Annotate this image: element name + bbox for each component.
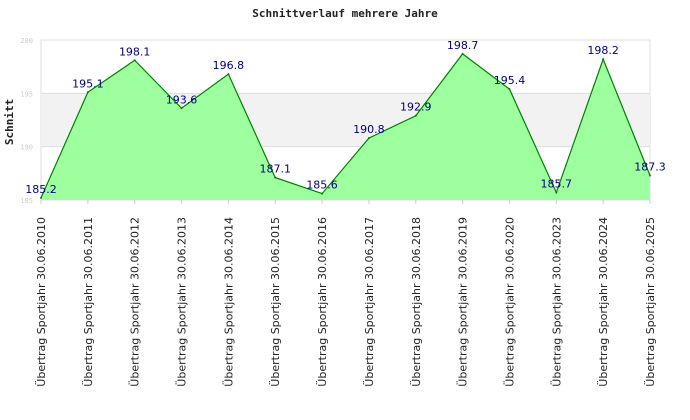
data-point (649, 174, 651, 177)
data-point (461, 52, 464, 55)
x-tick-label: Übertrag Sportjahr 30.06.2025 (644, 217, 657, 387)
x-tick-label: Übertrag Sportjahr 30.06.2020 (503, 217, 516, 387)
data-point (133, 59, 136, 62)
x-tick-label: Übertrag Sportjahr 30.06.2024 (597, 217, 610, 387)
x-tick-label: Übertrag Sportjahr 30.06.2012 (129, 217, 142, 387)
x-tick-label: Übertrag Sportjahr 30.06.2018 (410, 217, 423, 387)
data-point (367, 137, 370, 140)
data-label: 185.2 (25, 183, 57, 196)
data-label: 195.1 (72, 77, 104, 90)
data-label: 192.9 (400, 101, 432, 114)
data-point (555, 191, 558, 194)
y-tick-label: 185 (20, 197, 33, 205)
x-tick-label: Übertrag Sportjahr 30.06.2014 (222, 217, 235, 387)
chart-title: Schnittverlauf mehrere Jahre (252, 7, 438, 20)
y-tick-label: 200 (20, 37, 33, 45)
x-tick-label: Übertrag Sportjahr 30.06.2019 (457, 217, 470, 387)
data-point (602, 58, 605, 61)
data-label: 187.3 (634, 160, 666, 173)
y-tick-label: 190 (20, 144, 33, 152)
data-label: 185.7 (541, 178, 573, 191)
area-fill (41, 53, 650, 200)
data-point (86, 91, 89, 94)
x-tick-label: Übertrag Sportjahr 30.06.2016 (316, 217, 329, 387)
data-point (180, 107, 183, 110)
x-tick-label: Übertrag Sportjahr 30.06.2023 (550, 217, 563, 387)
y-tick-label: 195 (20, 90, 33, 98)
data-label: 196.8 (213, 59, 245, 72)
data-label: 198.2 (587, 44, 619, 57)
data-label: 187.1 (259, 163, 291, 176)
data-label: 185.6 (306, 179, 338, 192)
data-label: 198.7 (447, 39, 479, 52)
x-tick-label: Übertrag Sportjahr 30.06.2015 (269, 217, 282, 387)
data-point (40, 196, 42, 199)
x-tick-label: Übertrag Sportjahr 30.06.2010 (35, 217, 48, 387)
data-label: 198.1 (119, 45, 151, 58)
x-tick-label: Übertrag Sportjahr 30.06.2013 (176, 217, 189, 387)
data-label: 190.8 (353, 123, 385, 136)
data-label: 195.4 (494, 74, 526, 87)
data-point (227, 73, 230, 76)
x-tick-label: Übertrag Sportjahr 30.06.2011 (82, 217, 95, 387)
data-point (321, 192, 324, 195)
y-axis-label: Schnitt (3, 99, 16, 145)
x-tick-label: Übertrag Sportjahr 30.06.2017 (363, 217, 376, 387)
data-point (414, 114, 417, 117)
series-line (40, 53, 651, 199)
data-point (508, 88, 511, 91)
data-point (274, 176, 277, 179)
data-label: 193.6 (166, 93, 198, 106)
